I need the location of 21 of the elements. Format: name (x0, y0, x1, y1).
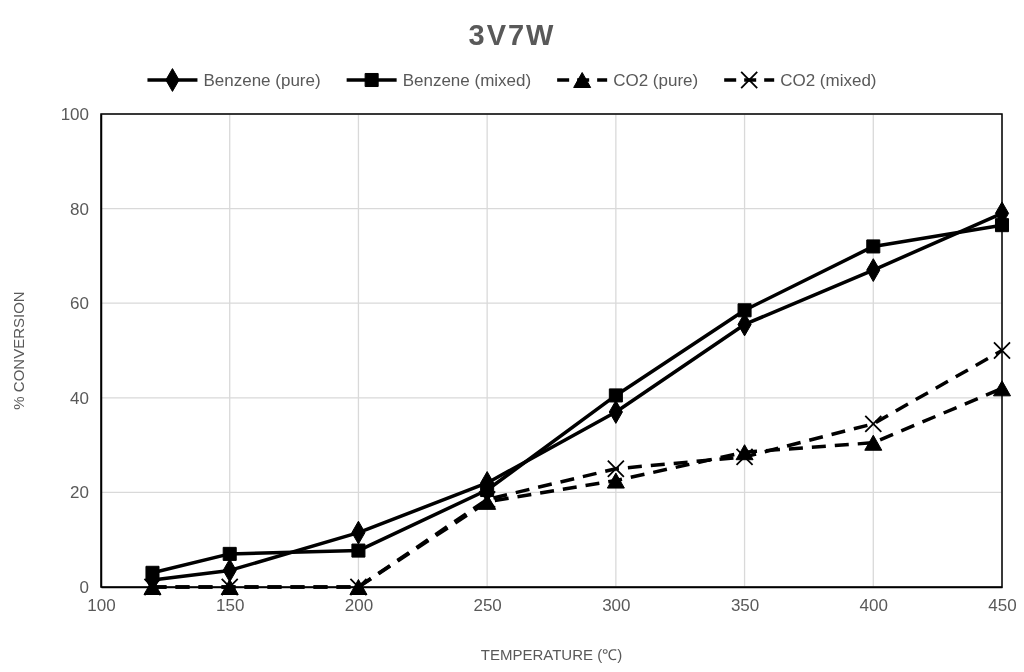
x-tick-label: 350 (730, 596, 760, 616)
x-tick-label: 150 (216, 596, 245, 616)
y-tick-label: 100 (60, 104, 89, 124)
y-tick-label: 40 (70, 388, 89, 408)
legend-label: Benzene (pure) (203, 71, 321, 90)
x-tick-label: 300 (602, 596, 631, 616)
x-tick-label: 250 (473, 596, 502, 616)
y-axis-title: % CONVERSION (10, 291, 27, 410)
x-tick-label: 100 (87, 596, 116, 616)
legend-label: CO2 (mixed) (780, 71, 877, 90)
chart-title: 3V7W (468, 19, 556, 51)
legend-label: Benzene (mixed) (402, 71, 532, 90)
x-tick-label: 400 (859, 596, 888, 616)
y-tick-label: 60 (70, 294, 89, 314)
y-tick-label: 20 (70, 483, 89, 503)
x-tick-label: 450 (988, 596, 1017, 616)
legend-label: CO2 (pure) (613, 71, 699, 90)
x-axis-title: TEMPERATURE (℃) (480, 646, 623, 663)
y-tick-label: 0 (79, 577, 89, 597)
x-tick-label: 200 (344, 596, 374, 616)
y-tick-label: 80 (70, 199, 89, 219)
